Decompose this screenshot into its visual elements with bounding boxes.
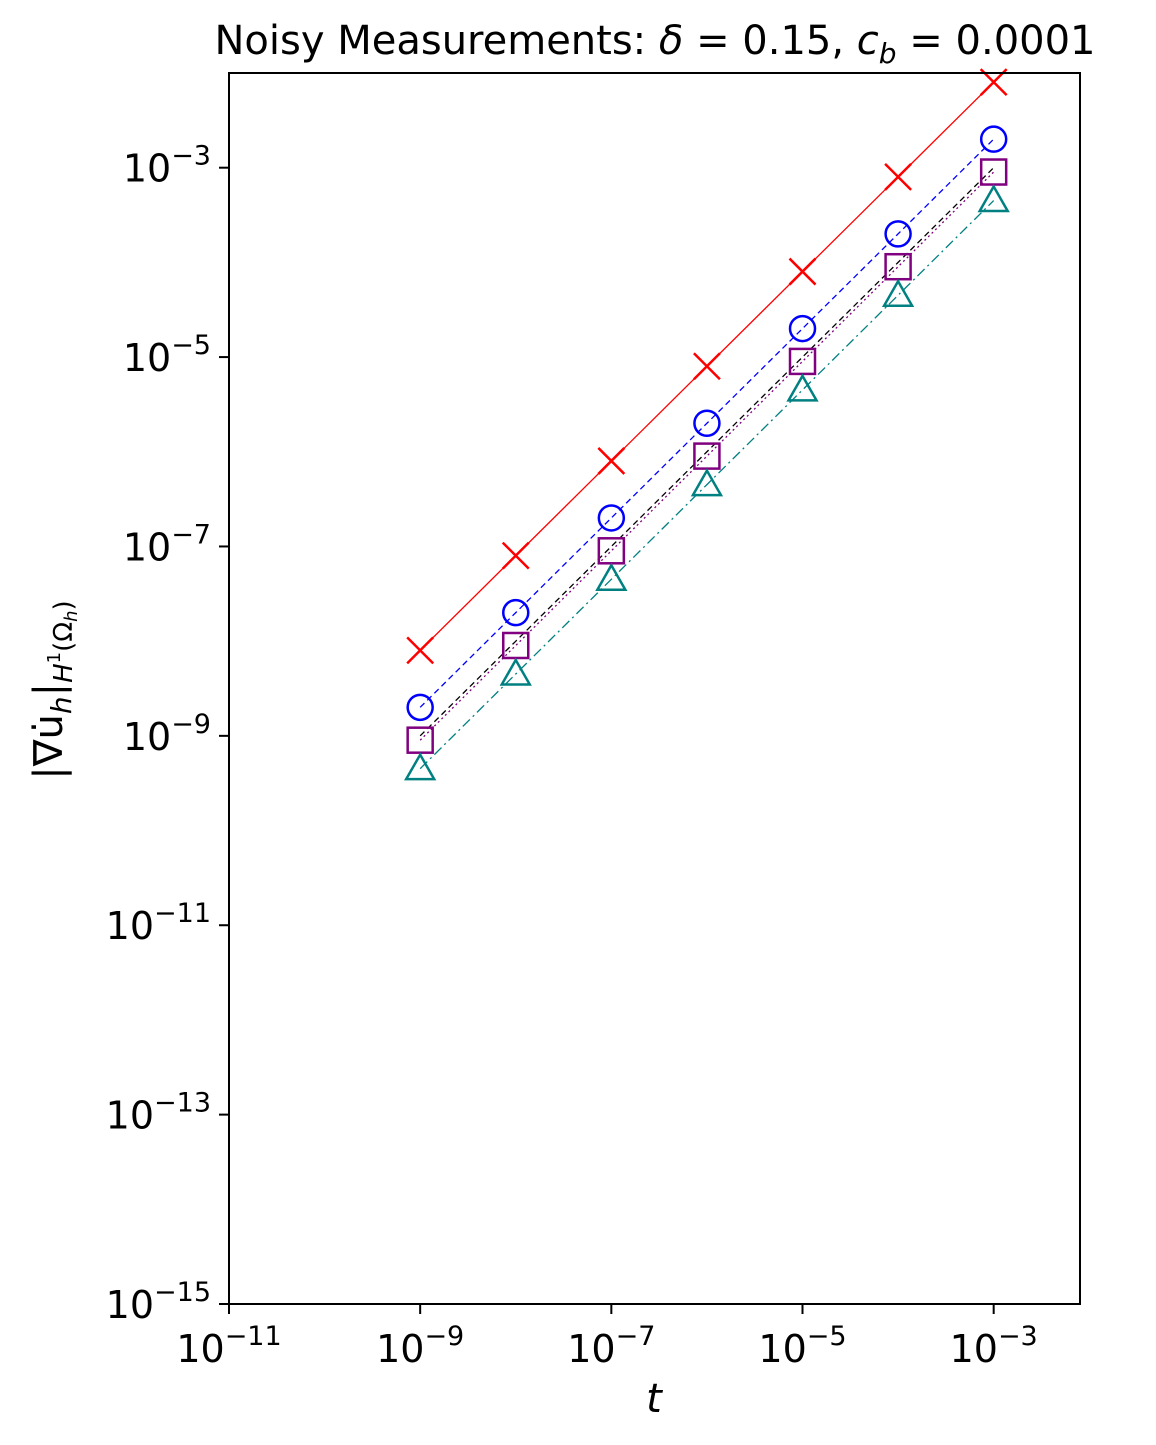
series-3-line — [419, 171, 995, 741]
circle-marker — [406, 693, 434, 722]
y-tick-label: 10−7 — [123, 519, 211, 569]
circle-marker — [502, 598, 530, 627]
y-axis-label: |∇u̇h|H1(Ωh) — [26, 600, 82, 779]
x-tick-label: 10−9 — [376, 1321, 464, 1371]
x-axis-label: t — [646, 1376, 663, 1422]
triangle-marker — [595, 562, 628, 592]
x-tick-label: 10−7 — [567, 1321, 655, 1371]
x-tick-label: 10−3 — [950, 1321, 1038, 1371]
x-marker — [693, 352, 721, 381]
y-tick-label: 10−11 — [106, 898, 211, 948]
circle-marker — [597, 504, 626, 532]
x-marker — [501, 541, 530, 570]
triangle-marker — [404, 752, 437, 781]
circle-marker — [979, 125, 1008, 153]
series-markers — [404, 68, 1010, 781]
x-marker — [597, 447, 626, 475]
circle-marker — [693, 409, 721, 438]
x-marker — [884, 162, 912, 191]
plot-frame — [228, 72, 1081, 1305]
square-marker — [979, 158, 1008, 186]
x-axis-ticks: 10−11 10−9 10−7 10−5 10−3 — [176, 1304, 1038, 1371]
triangle-marker — [786, 373, 819, 402]
triangle-marker — [499, 657, 532, 686]
triangle-marker — [881, 278, 915, 307]
y-axis-ticks: 10−15 10−13 10−11 10−9 10−7 10−5 10−3 — [106, 141, 229, 1327]
circle-marker — [884, 220, 912, 248]
y-tick-label: 10−15 — [106, 1277, 211, 1327]
y-tick-label: 10−9 — [123, 709, 211, 759]
x-tick-label: 10−11 — [176, 1321, 281, 1371]
chart-title: Noisy Measurements: δ = 0.15, cb = 0.000… — [215, 18, 1096, 70]
x-tick-label: 10−5 — [758, 1321, 846, 1371]
y-tick-label: 10−13 — [106, 1088, 211, 1138]
series-4-line — [419, 200, 995, 770]
circle-marker — [788, 314, 817, 343]
x-marker — [406, 636, 435, 665]
y-tick-label: 10−3 — [123, 141, 211, 191]
triangle-marker — [977, 184, 1010, 213]
series-2-line — [419, 167, 995, 737]
y-tick-label: 10−5 — [123, 330, 211, 380]
x-marker — [788, 257, 817, 286]
series-1-line — [419, 138, 995, 708]
triangle-marker — [690, 468, 724, 497]
